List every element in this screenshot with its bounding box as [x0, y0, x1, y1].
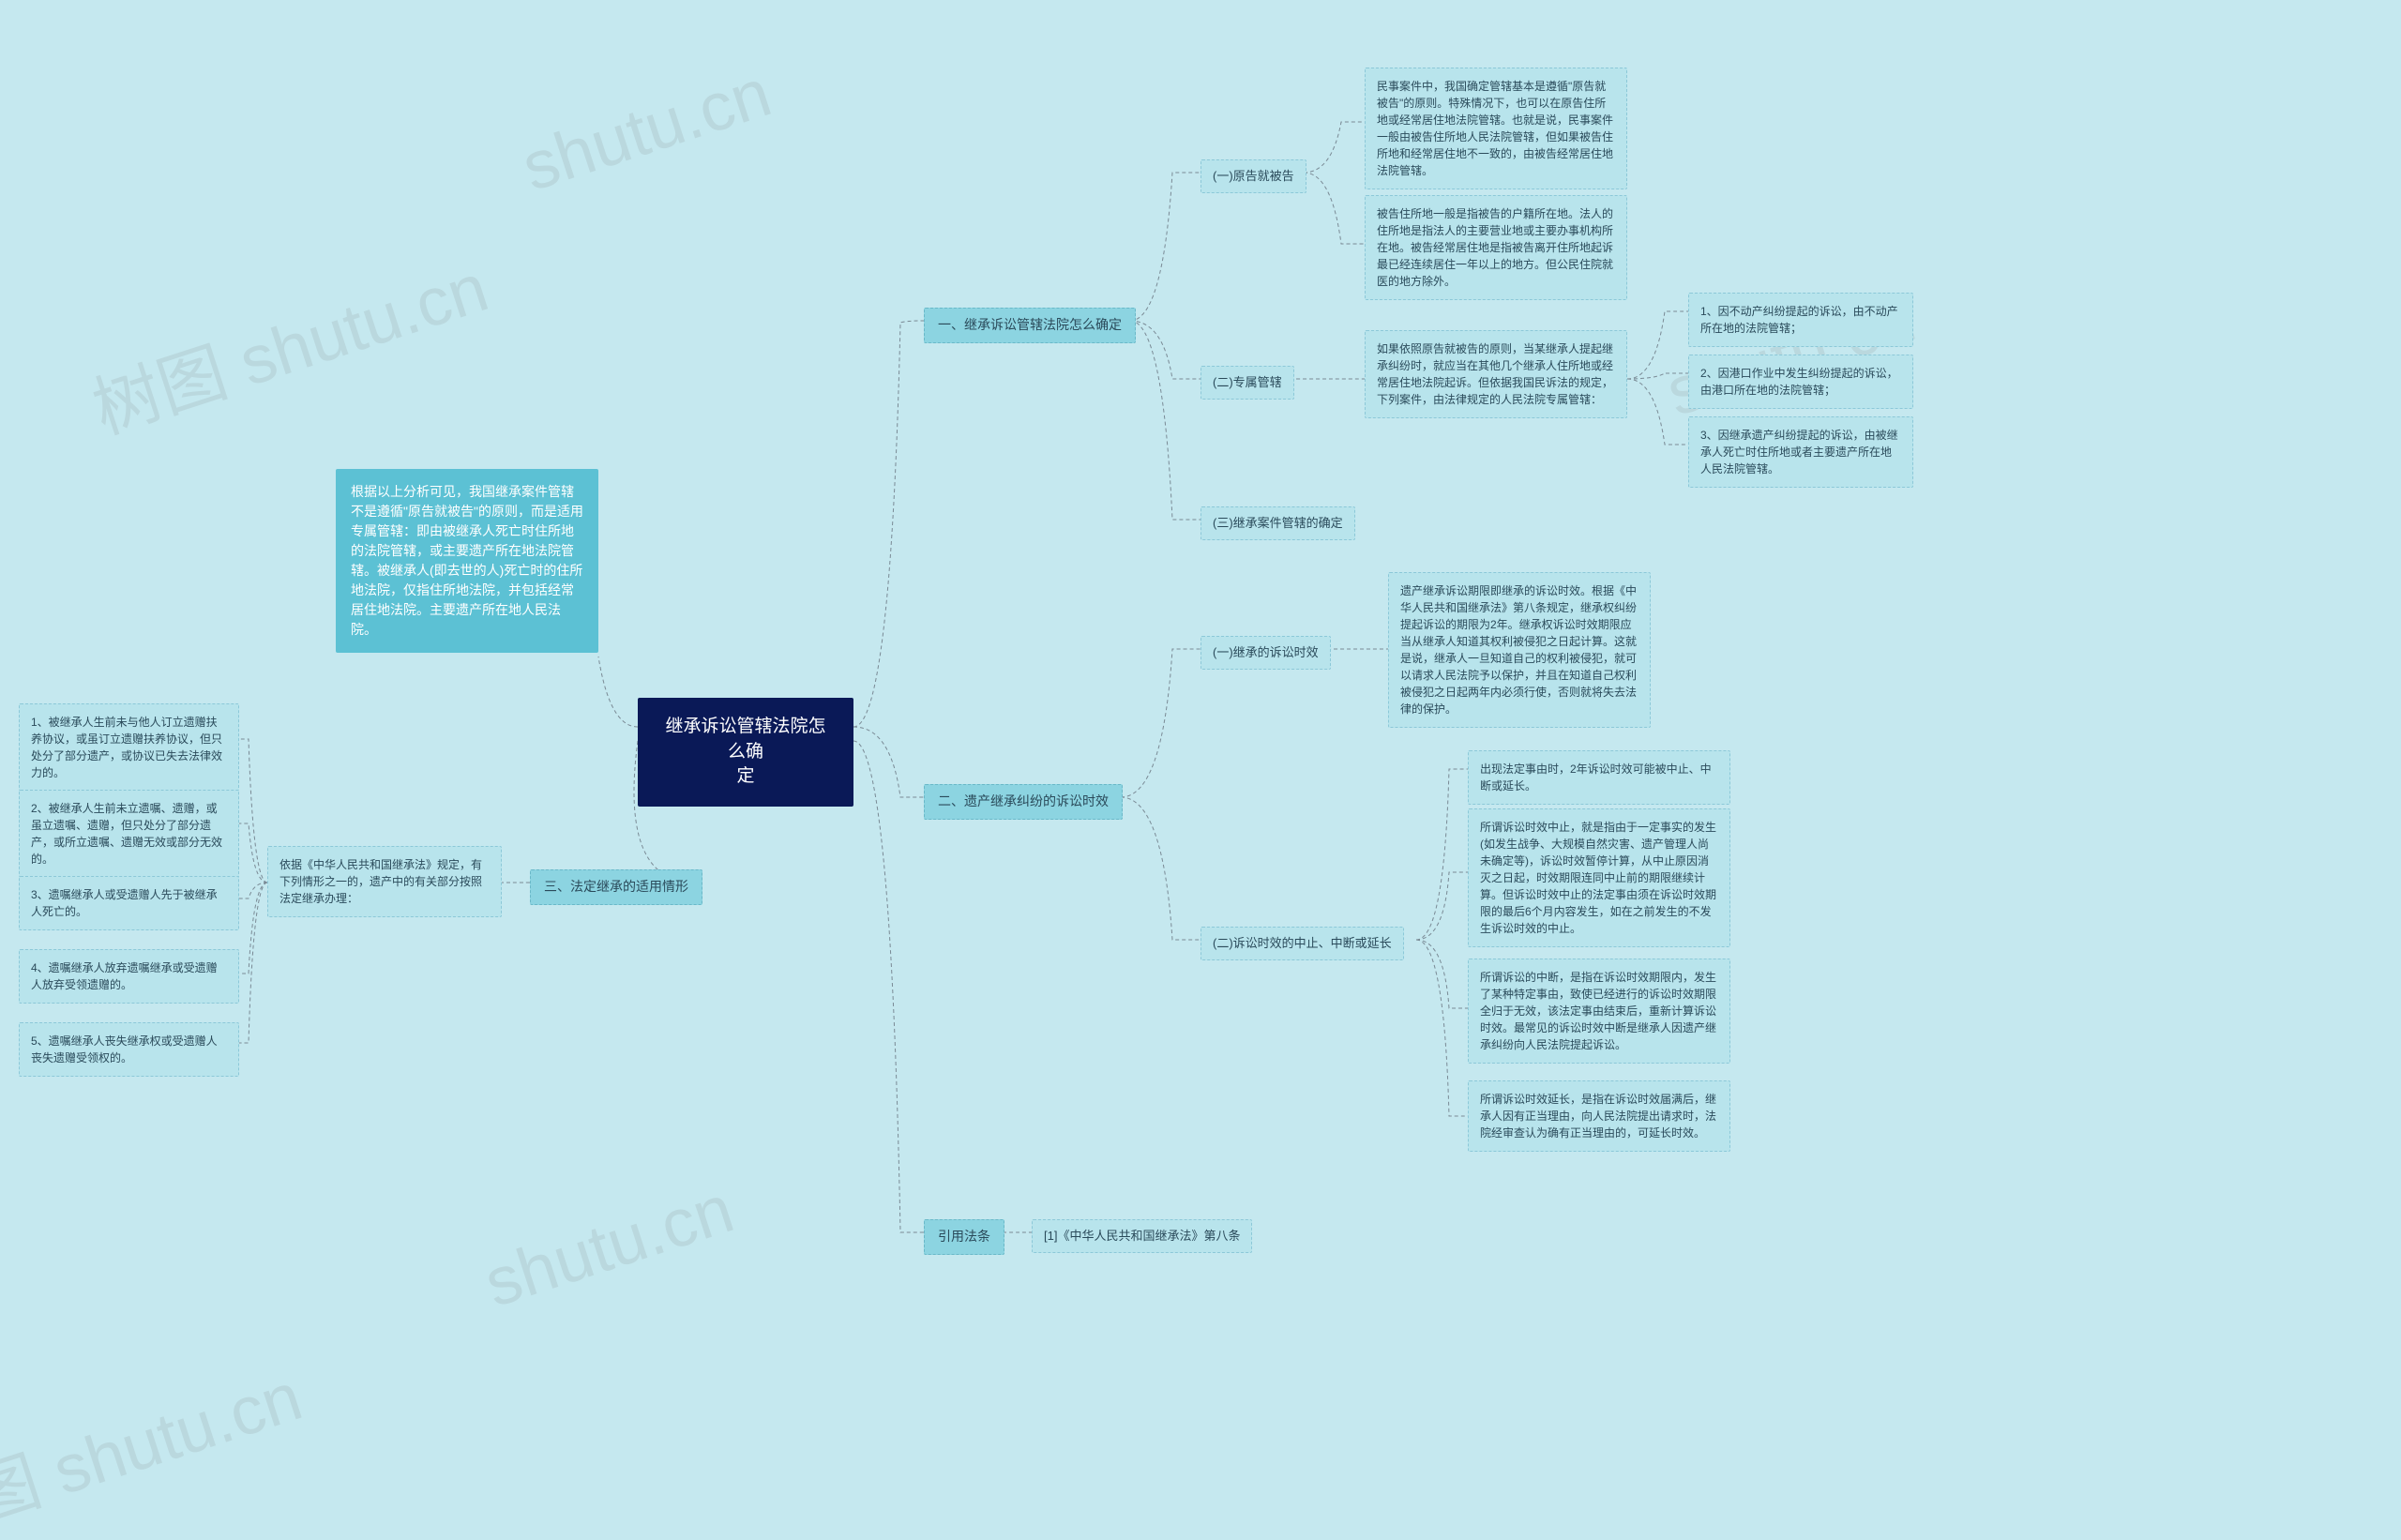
- section-2-sub-2-leaf-4: 所谓诉讼时效延长，是指在诉讼时效届满后，继承人因有正当理由，向人民法院提出请求时…: [1468, 1080, 1730, 1152]
- section-2-sub-2: (二)诉讼时效的中止、中断或延长: [1200, 927, 1404, 960]
- section-1-sub-2-leaf-1: 1、因不动产纠纷提起的诉讼，由不动产所在地的法院管辖；: [1688, 293, 1913, 347]
- section-1-sub-3: (三)继承案件管辖的确定: [1200, 506, 1355, 540]
- section-1-sub-1-leaf-2: 被告住所地一般是指被告的户籍所在地。法人的住所地是指法人的主要营业地或主要办事机…: [1365, 195, 1627, 300]
- watermark: 图 shutu.cn: [0, 1341, 312, 1540]
- section-3-leaf-5: 5、遗嘱继承人丧失继承权或受遗赠人丧失遗赠受领权的。: [19, 1022, 239, 1077]
- section-2-sub-1: (一)继承的诉讼时效: [1200, 636, 1331, 670]
- watermark: 树图 shutu.cn: [79, 233, 498, 453]
- section-4-leaf-1: [1]《中华人民共和国继承法》第八条: [1032, 1219, 1252, 1253]
- section-1-sub-2-leaf-3: 3、因继承遗产纠纷提起的诉讼，由被继承人死亡时住所地或者主要遗产所在地人民法院管…: [1688, 416, 1913, 488]
- section-1-sub-2-intro: 如果依照原告就被告的原则，当某继承人提起继承纠纷时，就应当在其他几个继承人住所地…: [1365, 330, 1627, 418]
- section-2-sub-1-leaf-1: 遗产继承诉讼期限即继承的诉讼时效。根据《中华人民共和国继承法》第八条规定，继承权…: [1388, 572, 1651, 728]
- section-3-leaf-3: 3、遗嘱继承人或受遗赠人先于被继承人死亡的。: [19, 876, 239, 930]
- intro-text: 根据以上分析可见，我国继承案件管辖不是遵循"原告就被告"的原则，而是适用专属管辖…: [336, 469, 598, 653]
- section-2-sub-2-leaf-3: 所谓诉讼的中断，是指在诉讼时效期限内，发生了某种特定事由，致使已经进行的诉讼时效…: [1468, 959, 1730, 1064]
- section-1-sub-2-leaf-2: 2、因港口作业中发生纠纷提起的诉讼，由港口所在地的法院管辖；: [1688, 355, 1913, 409]
- watermark: shutu.cn: [513, 54, 779, 206]
- section-3-leaf-1: 1、被继承人生前未与他人订立遗赠扶养协议，或虽订立遗赠扶养协议，但只处分了部分遗…: [19, 703, 239, 792]
- connector-lines: [0, 0, 2401, 1481]
- center-title: 继承诉讼管辖法院怎么确 定: [638, 698, 853, 807]
- section-3-leaf-4: 4、遗嘱继承人放弃遗嘱继承或受遗赠人放弃受领遗赠的。: [19, 949, 239, 1004]
- section-1-sub-1: (一)原告就被告: [1200, 159, 1306, 193]
- section-3-intro: 依据《中华人民共和国继承法》规定，有下列情形之一的，遗产中的有关部分按照法定继承…: [267, 846, 502, 917]
- section-2-sub-2-leaf-2: 所谓诉讼时效中止，就是指由于一定事实的发生(如发生战争、大规模自然灾害、遗产管理…: [1468, 808, 1730, 947]
- section-1-title: 一、继承诉讼管辖法院怎么确定: [924, 308, 1136, 343]
- section-1-sub-2: (二)专属管辖: [1200, 366, 1294, 400]
- section-3-title: 三、法定继承的适用情形: [530, 869, 702, 905]
- watermark: shutu.cn: [476, 1170, 742, 1322]
- section-1-sub-1-leaf-1: 民事案件中，我国确定管辖基本是遵循"原告就被告"的原则。特殊情况下，也可以在原告…: [1365, 68, 1627, 189]
- section-3-leaf-2: 2、被继承人生前未立遗嘱、遗赠，或虽立遗嘱、遗赠，但只处分了部分遗产，或所立遗嘱…: [19, 790, 239, 878]
- section-2-sub-2-leaf-1: 出现法定事由时，2年诉讼时效可能被中止、中断或延长。: [1468, 750, 1730, 805]
- section-2-title: 二、遗产继承纠纷的诉讼时效: [924, 784, 1123, 820]
- section-4-title: 引用法条: [924, 1219, 1004, 1255]
